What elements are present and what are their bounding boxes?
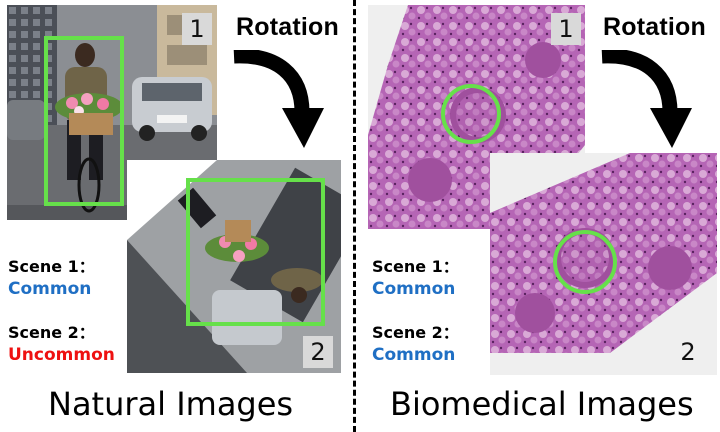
scene2-value: Uncommon (8, 345, 115, 365)
biomedical-image-original (368, 5, 585, 229)
panel-divider (353, 0, 356, 432)
biomedical-image-rotated (490, 153, 717, 375)
scene1-value: Common (8, 279, 92, 299)
image-number-badge: 2 (680, 338, 696, 366)
image-number-badge: 1 (182, 13, 212, 45)
curved-arrow-icon (601, 50, 692, 148)
scene1-label: Scene 1： (8, 257, 95, 276)
image-number-badge: 2 (303, 336, 333, 368)
scene2-value: Common (372, 345, 456, 365)
curved-arrow-icon (233, 50, 324, 148)
scene1-label: Scene 1： (372, 257, 459, 276)
caption-natural-images: Natural Images (48, 385, 294, 423)
scene2-label: Scene 2： (372, 323, 459, 342)
detection-circle-biomedical-2 (553, 230, 617, 294)
scene1-value: Common (372, 279, 456, 299)
rotation-label: Rotation (603, 13, 706, 41)
detection-box-natural-1 (44, 36, 124, 206)
caption-biomedical-images: Biomedical Images (390, 385, 694, 423)
detection-box-natural-2 (186, 178, 325, 326)
rotated-tissue-photo (490, 153, 717, 375)
scene2-label: Scene 2： (8, 323, 95, 342)
rotation-label: Rotation (236, 13, 339, 41)
detection-circle-biomedical-1 (441, 84, 501, 144)
image-number-badge: 1 (551, 13, 581, 45)
